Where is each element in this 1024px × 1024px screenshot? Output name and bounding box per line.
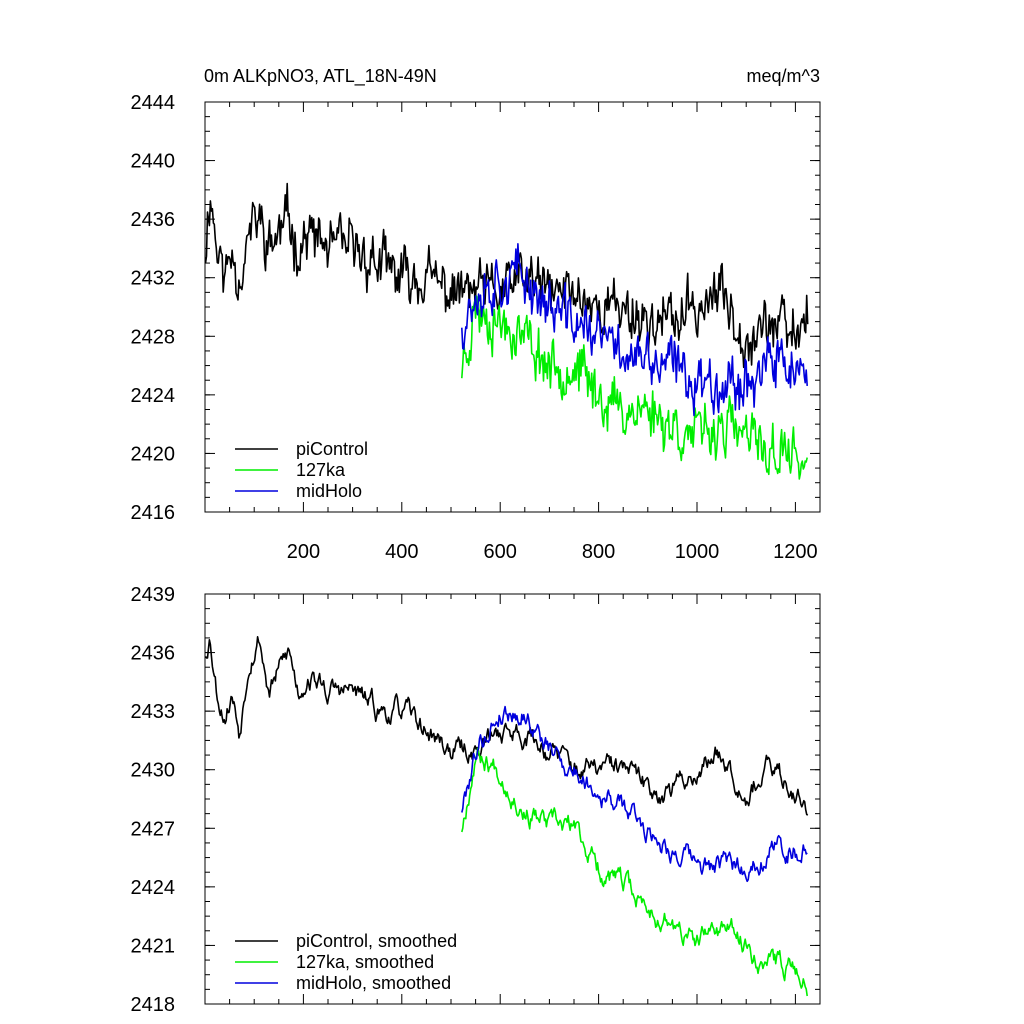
bottom-series [204, 635, 809, 997]
x-tick-label: 1000 [675, 541, 720, 563]
bottom-panel: 2418 2421 2424 2427 2430 2433 2436 2439 piContr… [131, 584, 821, 1016]
series-line-picontrol-smoothed [204, 635, 809, 816]
y-tick-label: 2420 [131, 443, 176, 465]
y-tick-label: 2424 [131, 877, 176, 899]
legend-label-picontrol: piControl [296, 439, 368, 459]
bottom-y-tick-labels: 2418 2421 2424 2427 2430 2433 2436 2439 [131, 584, 176, 1016]
chart-title: 0m ALKpNO3, ATL_18N-49N [204, 66, 437, 87]
y-tick-label: 2432 [131, 268, 176, 290]
series-line-127ka [461, 295, 808, 480]
y-tick-label: 2436 [131, 209, 176, 231]
bottom-ticks [205, 593, 820, 1005]
legend-label-picontrol-smoothed: piControl, smoothed [296, 931, 457, 951]
units-label: meq/m^3 [747, 66, 820, 86]
x-tick-label: 600 [484, 541, 517, 563]
legend-label-127ka-smoothed: 127ka, smoothed [296, 952, 434, 972]
series-line-picontrol [204, 182, 809, 369]
top-x-tick-labels: 200 400 600 800 1000 1200 [287, 541, 818, 563]
x-tick-label: 1200 [773, 541, 818, 563]
y-tick-label: 2440 [131, 151, 176, 173]
top-series [204, 182, 809, 480]
y-tick-label: 2436 [131, 643, 176, 665]
x-tick-label: 400 [385, 541, 418, 563]
top-ticks [205, 101, 820, 513]
y-tick-label: 2444 [131, 92, 176, 114]
series-line-127ka-smoothed [461, 747, 808, 997]
x-tick-label: 200 [287, 541, 320, 563]
y-tick-label: 2428 [131, 326, 176, 348]
y-tick-label: 2421 [131, 935, 176, 957]
legend-label-127ka: 127ka [296, 460, 346, 480]
y-tick-label: 2427 [131, 818, 176, 840]
series-line-midholo-smoothed [461, 705, 808, 883]
x-tick-label: 800 [582, 541, 615, 563]
series-line-midholo [461, 243, 808, 417]
legend-label-midholo: midHolo [296, 481, 362, 501]
y-tick-label: 2424 [131, 385, 176, 407]
y-tick-label: 2416 [131, 502, 176, 524]
top-y-tick-labels: 2416 2420 2424 2428 2432 2436 2440 2444 [131, 92, 176, 524]
y-tick-label: 2439 [131, 584, 176, 606]
y-tick-label: 2418 [131, 994, 176, 1016]
y-tick-label: 2433 [131, 701, 176, 723]
legend-label-midholo-smoothed: midHolo, smoothed [296, 973, 451, 993]
y-tick-label: 2430 [131, 760, 176, 782]
top-panel: 2416 2420 2424 2428 2432 2436 2440 2444 200 400 6… [131, 92, 821, 563]
